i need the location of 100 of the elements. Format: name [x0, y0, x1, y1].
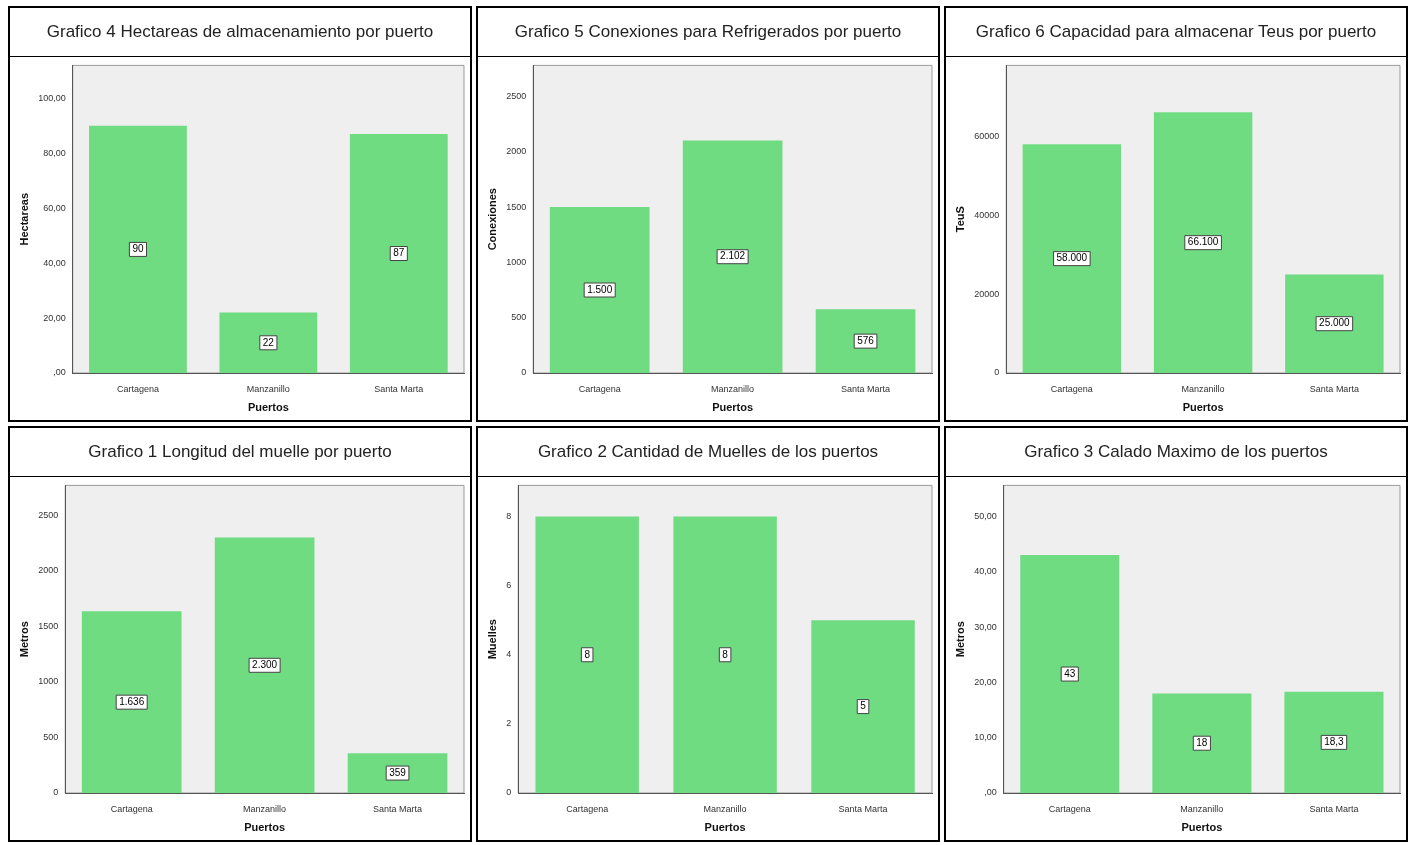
y-tick-label: 40000: [974, 209, 1000, 220]
y-tick-label: 40,00: [974, 566, 997, 577]
y-tick-label: 20,00: [974, 676, 997, 687]
data-label: 359: [389, 766, 407, 778]
y-axis-title: TeuS: [953, 206, 966, 233]
y-tick-label: 30,00: [974, 621, 997, 632]
y-tick-label: 0: [521, 367, 527, 378]
bar: [89, 125, 187, 373]
data-label: 87: [393, 247, 405, 259]
x-tick-label: Manzanillo: [711, 383, 755, 394]
bar: [682, 140, 783, 373]
y-tick-label: 0: [994, 367, 1000, 378]
y-tick-label: 60,00: [43, 202, 66, 213]
chart-title: Grafico 2 Cantidad de Muelles de los puertos: [478, 428, 938, 477]
bar: [214, 537, 315, 793]
y-tick-label: 1500: [38, 620, 59, 631]
data-label: 90: [132, 243, 144, 255]
x-tick-label: Cartagena: [110, 803, 153, 814]
x-tick-label: Cartagena: [116, 383, 159, 394]
x-tick-label: Manzanillo: [246, 383, 290, 394]
y-tick-label: 2500: [506, 90, 527, 101]
y-tick-label: 2500: [38, 509, 59, 520]
x-axis-title: Puertos: [712, 401, 754, 414]
x-tick-label: Santa Marta: [1309, 383, 1359, 394]
x-tick-label: Santa Marta: [1309, 803, 1359, 814]
chart-title: Grafico 6 Capacidad para almacenar Teus por puerto: [946, 8, 1406, 57]
y-tick-label: 80,00: [43, 147, 66, 158]
data-label: 576: [857, 334, 875, 346]
bar: [815, 309, 916, 373]
data-label: 66.100: [1187, 236, 1219, 248]
y-tick-label: 100,00: [38, 92, 66, 103]
bar: [347, 753, 448, 793]
x-tick-label: Cartagena: [1050, 383, 1093, 394]
y-tick-label: 8: [506, 510, 512, 521]
bar: [1284, 691, 1384, 793]
x-axis-title: Puertos: [247, 401, 289, 414]
x-tick-label: Santa Marta: [374, 383, 424, 394]
bar: [349, 134, 448, 373]
chart-title: Grafico 1 Longitud del muelle por puerto: [10, 428, 470, 477]
data-label: 5: [860, 700, 867, 712]
data-label: 2.300: [252, 659, 278, 671]
y-tick-label: ,00: [984, 787, 997, 798]
x-tick-label: Santa Marta: [373, 803, 423, 814]
data-label: 18: [1196, 736, 1208, 748]
x-axis-title: Puertos: [1182, 401, 1224, 414]
data-label: 43: [1064, 667, 1076, 679]
bar: [1020, 555, 1120, 793]
chart-title: Grafico 4 Hectareas de almacenamiento por puerto: [10, 8, 470, 57]
bar: [1153, 112, 1253, 373]
data-label: 25.000: [1319, 317, 1351, 329]
data-label: 22: [262, 336, 275, 348]
y-tick-label: 60000: [974, 130, 1000, 141]
y-axis-title: Muelles: [485, 619, 498, 660]
y-tick-label: 1500: [506, 201, 527, 212]
x-tick-label: Manzanillo: [243, 803, 287, 814]
bar: [549, 207, 650, 373]
data-label: 18,3: [1324, 736, 1345, 748]
data-label: 1.636: [119, 695, 145, 707]
x-tick-label: Manzanillo: [703, 803, 747, 814]
bar: [1285, 274, 1384, 373]
y-tick-label: 0: [506, 787, 512, 798]
x-tick-label: Manzanillo: [1181, 383, 1225, 394]
x-axis-title: Puertos: [704, 821, 746, 834]
y-tick-label: ,00: [53, 367, 66, 378]
y-tick-label: 2: [506, 718, 512, 729]
data-label: 1.500: [587, 283, 613, 295]
y-tick-label: 500: [43, 731, 59, 742]
data-label: 2.102: [720, 250, 746, 262]
bar: [1152, 693, 1252, 793]
y-tick-label: 40,00: [43, 257, 66, 268]
y-tick-label: 1000: [38, 676, 59, 687]
y-tick-label: 20,00: [43, 312, 66, 323]
data-label: 58.000: [1056, 252, 1088, 264]
y-axis-title: Metros: [953, 621, 966, 658]
bar: [219, 312, 318, 373]
y-tick-label: 2000: [506, 146, 527, 157]
y-tick-label: 6: [506, 580, 512, 591]
y-tick-label: 0: [53, 787, 59, 798]
x-tick-label: Manzanillo: [1180, 803, 1224, 814]
x-tick-label: Santa Marta: [838, 803, 888, 814]
x-axis-title: Puertos: [1181, 821, 1223, 834]
y-axis-title: Metros: [17, 621, 30, 658]
y-tick-label: 10,00: [974, 732, 997, 743]
x-tick-label: Cartagena: [578, 383, 621, 394]
data-label: 8: [722, 648, 729, 660]
x-tick-label: Santa Marta: [841, 383, 891, 394]
x-tick-label: Cartagena: [1048, 803, 1091, 814]
y-axis-title: Hectareas: [17, 192, 30, 246]
y-tick-label: 2000: [38, 565, 59, 576]
bar: [1022, 144, 1122, 373]
data-label: 8: [584, 648, 591, 660]
y-tick-label: 20000: [974, 288, 1000, 299]
y-tick-label: 50,00: [974, 510, 997, 521]
y-axis-title: Conexiones: [485, 188, 498, 251]
x-axis-title: Puertos: [244, 821, 286, 834]
bar: [81, 611, 182, 793]
y-tick-label: 500: [511, 312, 527, 323]
y-tick-label: 1000: [506, 256, 527, 267]
y-tick-label: 4: [506, 649, 512, 660]
chart-title: Grafico 3 Calado Maximo de los puertos: [946, 428, 1406, 477]
